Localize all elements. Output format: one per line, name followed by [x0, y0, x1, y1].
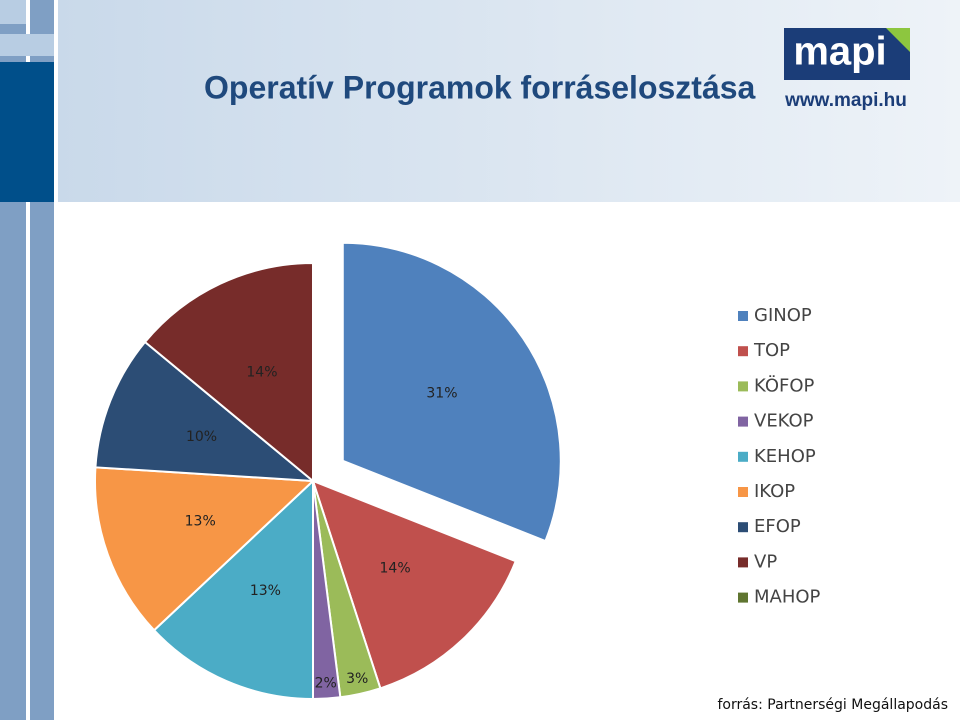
- data-label: 2%: [315, 675, 337, 691]
- title: Operatív Programok forráselosztása: [204, 69, 756, 105]
- pie: 31% 14% 3% 2% 13% 13% 10% 14%: [94, 241, 562, 701]
- logo-accent: [886, 28, 910, 52]
- legend-label: MAHOP: [754, 587, 821, 608]
- side-block: [0, 0, 26, 24]
- legend-label: TOP: [753, 340, 790, 361]
- pie-slice: [94, 340, 317, 483]
- data-label: 10%: [186, 429, 217, 445]
- legend-label: KÖFOP: [754, 374, 815, 396]
- side-block: [0, 34, 54, 56]
- data-label: 3%: [346, 671, 368, 687]
- legend-marker: [738, 346, 748, 357]
- legend-label: VP: [754, 551, 777, 572]
- legend-label: IKOP: [754, 481, 795, 502]
- legend-marker: [738, 416, 748, 427]
- legend-marker: [738, 381, 748, 392]
- pie-slice: [341, 241, 562, 543]
- legend-marker: [738, 451, 748, 462]
- legend-label: VEKOP: [754, 411, 814, 432]
- legend-label: GINOP: [754, 305, 812, 326]
- legend-label: EFOP: [754, 516, 801, 537]
- logo-url: www.mapi.hu: [784, 90, 907, 111]
- side-block: [0, 62, 54, 202]
- data-label: 14%: [246, 365, 277, 381]
- data-label: 31%: [426, 385, 457, 401]
- legend-marker: [738, 557, 748, 568]
- data-label: 13%: [250, 583, 281, 599]
- legend-marker: [738, 592, 748, 603]
- source: forrás: Partnerségi Megállapodás: [717, 697, 948, 713]
- legend-marker: [738, 522, 748, 533]
- pie-slice: [152, 478, 314, 701]
- legend: GINOP TOP KÖFOP VEKOP KEHOP IKOP EFOP VP MAHOP: [738, 305, 821, 608]
- pie-slice: [143, 261, 314, 484]
- legend-label: KEHOP: [754, 446, 816, 467]
- pie-slice: [94, 466, 316, 632]
- data-label: 14%: [380, 560, 411, 576]
- legend-marker: [738, 311, 748, 321]
- data-label: 13%: [185, 514, 216, 530]
- logo-name: mapi: [793, 30, 886, 74]
- logo-box: [784, 28, 910, 80]
- legend-marker: [738, 487, 748, 497]
